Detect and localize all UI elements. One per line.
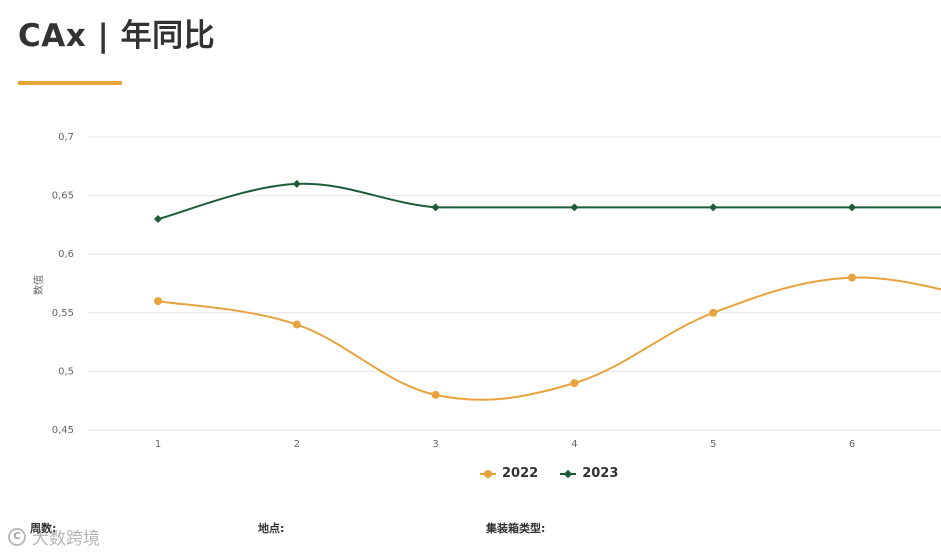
data-point-2023 bbox=[431, 203, 440, 212]
watermark-text: 大数跨境 bbox=[32, 529, 100, 549]
x-tick-label: 5 bbox=[710, 439, 716, 450]
location-filter-label[interactable]: 地点: bbox=[258, 522, 285, 535]
data-point-2022 bbox=[154, 297, 162, 306]
data-point-2023 bbox=[154, 215, 162, 224]
legend-label-2023: 2023 bbox=[582, 466, 619, 481]
data-point-2022 bbox=[709, 308, 718, 317]
x-tick-label: 6 bbox=[849, 439, 855, 450]
axis-layer: 0,45 0,5 0,55 0,6 0,65 0,7 1 2 3 4 5 6 bbox=[52, 132, 855, 450]
series-line-2022 bbox=[157, 276, 941, 401]
data-point-2023 bbox=[292, 179, 301, 188]
data-point-2022 bbox=[431, 390, 440, 399]
y-tick-label: 0,45 bbox=[52, 425, 74, 436]
y-tick-label: 0,55 bbox=[52, 308, 74, 319]
series-line-2023 bbox=[157, 182, 941, 221]
x-tick-label: 3 bbox=[432, 439, 438, 450]
title-underline bbox=[18, 81, 122, 85]
data-point-2022 bbox=[292, 320, 301, 329]
legend-item-2022[interactable]: 2022 bbox=[480, 466, 538, 481]
grid-layer bbox=[88, 136, 941, 431]
data-point-2023 bbox=[570, 203, 579, 212]
x-tick-label: 4 bbox=[571, 439, 577, 450]
y-tick-label: 0,65 bbox=[52, 191, 74, 202]
legend-marker-diamond-icon bbox=[560, 469, 577, 479]
y-axis-label: 数值 bbox=[32, 275, 45, 295]
line-chart: 0,45 0,5 0,55 0,6 0,65 0,7 1 2 3 4 5 6 数值 bbox=[32, 132, 941, 450]
page-title: CAx | 年同比 bbox=[18, 18, 216, 54]
y-tick-label: 0,7 bbox=[58, 132, 74, 143]
container-type-filter-label[interactable]: 集装箱类型: bbox=[486, 522, 546, 535]
legend-marker-circle-icon bbox=[480, 469, 496, 479]
watermark-logo-icon: C bbox=[8, 527, 26, 546]
y-tick-label: 0,6 bbox=[58, 249, 74, 260]
series-layer bbox=[154, 179, 941, 401]
y-tick-label: 0,5 bbox=[58, 366, 74, 377]
watermark: C 大数跨境 bbox=[8, 524, 100, 549]
data-point-2023 bbox=[848, 203, 856, 212]
data-point-2022 bbox=[570, 379, 579, 388]
chart-legend: 2022 2023 bbox=[480, 466, 618, 481]
x-tick-label: 1 bbox=[155, 439, 161, 450]
legend-label-2022: 2022 bbox=[502, 466, 539, 481]
data-point-2022 bbox=[848, 273, 856, 282]
filter-bar: 周数: 地点: 集装箱类型: bbox=[0, 520, 941, 540]
data-point-2023 bbox=[709, 203, 718, 212]
x-tick-label: 2 bbox=[294, 439, 300, 450]
period-filter-label[interactable]: 周数: bbox=[30, 522, 57, 535]
legend-item-2023[interactable]: 2023 bbox=[560, 466, 618, 481]
